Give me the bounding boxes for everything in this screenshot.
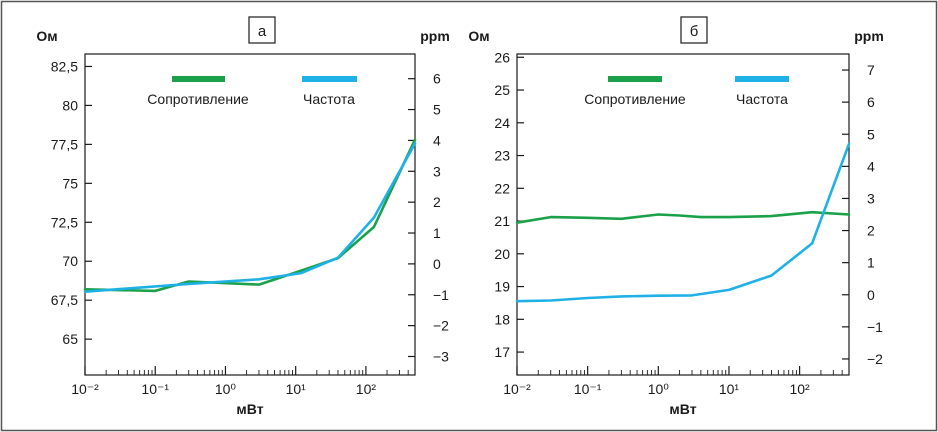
x-tick-label: 10⁻¹ — [141, 381, 169, 397]
y-right-tick-label: −2 — [867, 351, 883, 367]
y-left-tick-label: 24 — [494, 115, 510, 131]
y-right-tick-label: 0 — [867, 287, 875, 303]
y-right-tick-label: 6 — [433, 71, 441, 87]
x-tick-label: 10⁰ — [215, 381, 237, 397]
x-tick-label: 10¹ — [286, 381, 307, 397]
x-tick-label: 10² — [789, 381, 810, 397]
y-right-tick-label: −3 — [433, 348, 449, 364]
y-right-tick-label: −1 — [433, 287, 449, 303]
y-right-tick-label: 4 — [433, 132, 441, 148]
y-left-tick-label: 18 — [494, 311, 510, 327]
y-right-unit-label: ppm — [854, 28, 884, 44]
x-tick-label: 10² — [356, 381, 377, 397]
y-right-tick-label: 0 — [433, 256, 441, 272]
y-left-tick-label: 17 — [494, 344, 510, 360]
x-tick-label: 10¹ — [719, 381, 740, 397]
y-left-tick-label: 25 — [494, 82, 510, 98]
legend-label: Сопротивление — [147, 91, 249, 107]
y-right-tick-label: 7 — [867, 62, 875, 78]
y-left-tick-label: 21 — [494, 213, 510, 229]
y-right-unit-label: ppm — [420, 28, 450, 44]
x-tick-label: 10⁻² — [71, 381, 99, 397]
y-left-tick-label: 75 — [62, 175, 78, 191]
legend-label: Частота — [303, 91, 355, 107]
y-right-tick-label: 2 — [867, 223, 875, 239]
y-right-tick-label: 6 — [867, 94, 875, 110]
y-left-tick-label: 65 — [62, 331, 78, 347]
y-right-tick-label: 2 — [433, 194, 441, 210]
y-left-tick-label: 80 — [62, 97, 78, 113]
y-left-unit-label: Ом — [36, 28, 57, 44]
x-tick-label: 10⁻¹ — [574, 381, 602, 397]
y-left-tick-label: 23 — [494, 148, 510, 164]
y-left-tick-label: 77,5 — [51, 136, 78, 152]
x-axis-label: мВт — [669, 401, 696, 417]
y-left-tick-label: 70 — [62, 253, 78, 269]
panel-tag-label: а — [258, 23, 267, 40]
y-right-tick-label: 1 — [867, 255, 875, 271]
x-axis-label: мВт — [236, 401, 263, 417]
y-right-tick-label: 4 — [867, 158, 875, 174]
y-left-tick-label: 82,5 — [51, 58, 78, 74]
y-left-tick-label: 72,5 — [51, 214, 78, 230]
legend-label: Сопротивление — [584, 91, 686, 107]
y-right-tick-label: 5 — [433, 102, 441, 118]
x-tick-label: 10⁻² — [503, 381, 531, 397]
y-right-tick-label: 3 — [867, 190, 875, 206]
y-right-tick-label: 5 — [867, 126, 875, 142]
x-tick-label: 10⁰ — [648, 381, 670, 397]
panel-tag-label: б — [690, 23, 699, 40]
y-left-tick-label: 19 — [494, 279, 510, 295]
legend-label: Частота — [736, 91, 788, 107]
y-left-tick-label: 22 — [494, 180, 510, 196]
y-left-unit-label: Ом — [468, 28, 489, 44]
y-left-tick-label: 20 — [494, 246, 510, 262]
y-left-tick-label: 26 — [494, 49, 510, 65]
y-right-tick-label: −1 — [867, 319, 883, 335]
y-left-tick-label: 67,5 — [51, 292, 78, 308]
y-right-tick-label: 1 — [433, 225, 441, 241]
y-right-tick-label: −2 — [433, 318, 449, 334]
y-right-tick-label: 3 — [433, 163, 441, 179]
